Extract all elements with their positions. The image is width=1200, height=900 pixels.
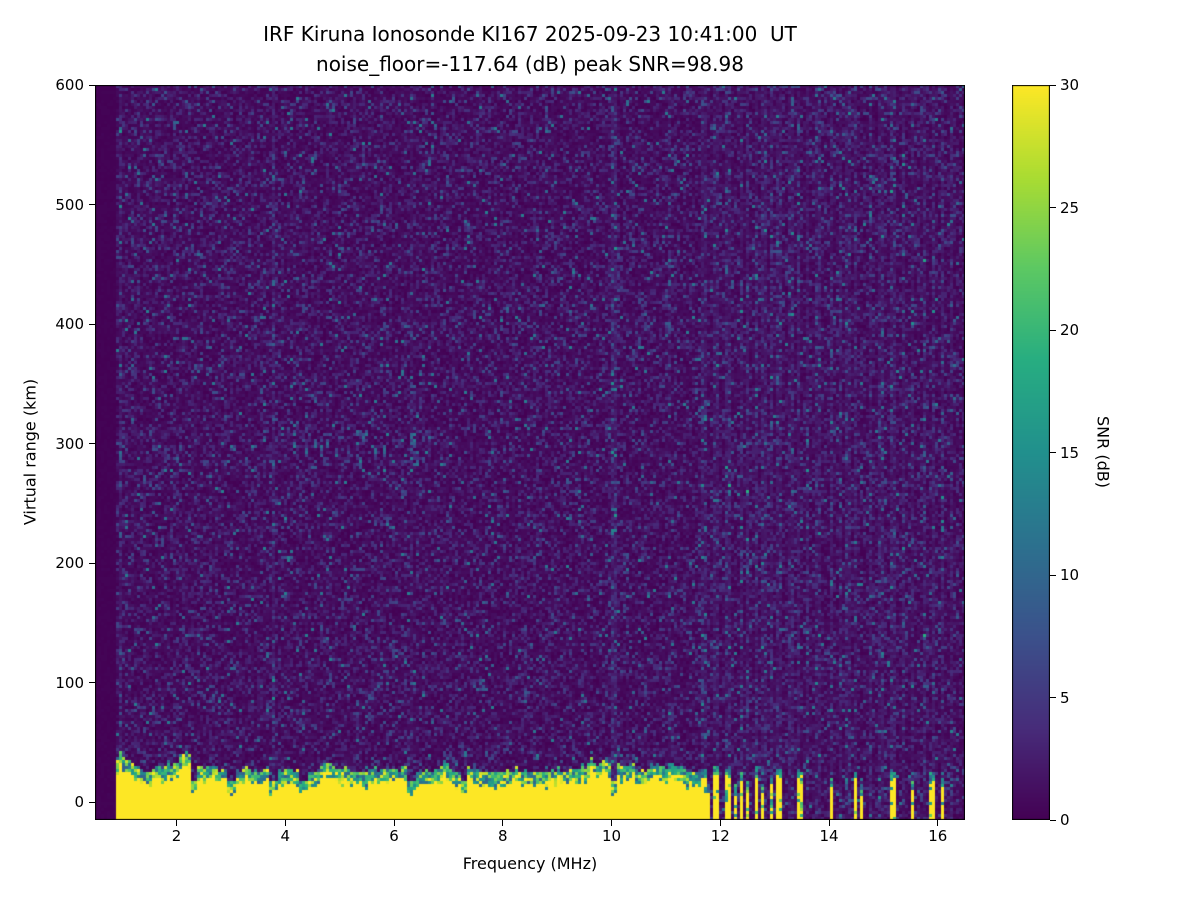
y-tick-label-300: 300 (55, 434, 84, 453)
x-tick-label-16: 16 (928, 827, 948, 845)
x-axis-label: Frequency (MHz) (462, 854, 598, 873)
x-tick-label-4: 4 (280, 827, 291, 845)
x-tick-mark-16 (937, 820, 939, 826)
y-tick-mark-0 (89, 801, 95, 803)
x-tick-label-8: 8 (498, 827, 508, 845)
x-tick-mark-14 (828, 820, 830, 826)
colorbar-tick-mark-30 (1050, 84, 1056, 86)
x-tick-mark-10 (611, 820, 613, 826)
chart-title: IRF Kiruna Ionosonde KI167 2025-09-23 10… (263, 22, 797, 46)
colorbar-tick-mark-10 (1050, 574, 1056, 576)
colorbar-tick-mark-25 (1050, 207, 1056, 208)
colorbar-tick-label-20: 20 (1060, 321, 1080, 339)
colorbar-tick-label-5: 5 (1060, 688, 1070, 707)
ionogram-heatmap (95, 85, 965, 820)
x-tick-label-14: 14 (819, 827, 839, 845)
y-tick-mark-600 (89, 84, 95, 86)
colorbar-tick-label-30: 30 (1060, 76, 1080, 94)
y-tick-mark-400 (89, 323, 95, 325)
x-tick-mark-4 (284, 820, 286, 826)
colorbar-tick-label-25: 25 (1060, 198, 1080, 217)
x-tick-label-6: 6 (389, 827, 399, 845)
y-tick-label-400: 400 (55, 315, 84, 334)
x-tick-mark-8 (502, 820, 504, 826)
x-tick-label-2: 2 (171, 827, 182, 845)
chart-subtitle: noise_floor=-117.64 (dB) peak SNR=98.98 (316, 52, 744, 76)
y-tick-label-500: 500 (55, 195, 84, 214)
y-tick-mark-100 (89, 682, 95, 684)
x-tick-mark-6 (393, 820, 395, 826)
x-tick-label-12: 12 (710, 827, 730, 845)
x-tick-mark-12 (719, 820, 721, 826)
x-tick-mark-2 (176, 820, 178, 826)
y-tick-label-200: 200 (55, 554, 84, 573)
y-tick-mark-300 (89, 443, 95, 445)
y-tick-label-100: 100 (55, 673, 84, 692)
colorbar-tick-mark-20 (1050, 329, 1056, 331)
x-tick-label-10: 10 (602, 827, 622, 845)
y-tick-label-600: 600 (55, 76, 84, 94)
colorbar-tick-label-0: 0 (1060, 811, 1070, 829)
y-tick-label-0: 0 (74, 793, 84, 812)
colorbar-tick-label-10: 10 (1060, 566, 1080, 584)
y-tick-mark-200 (89, 562, 95, 564)
colorbar-tick-label-15: 15 (1060, 443, 1080, 462)
colorbar-tick-mark-0 (1050, 819, 1056, 821)
colorbar-gradient (1012, 85, 1050, 820)
colorbar-tick-mark-5 (1050, 697, 1056, 698)
colorbar-tick-mark-15 (1050, 452, 1056, 453)
y-tick-mark-500 (89, 204, 95, 205)
